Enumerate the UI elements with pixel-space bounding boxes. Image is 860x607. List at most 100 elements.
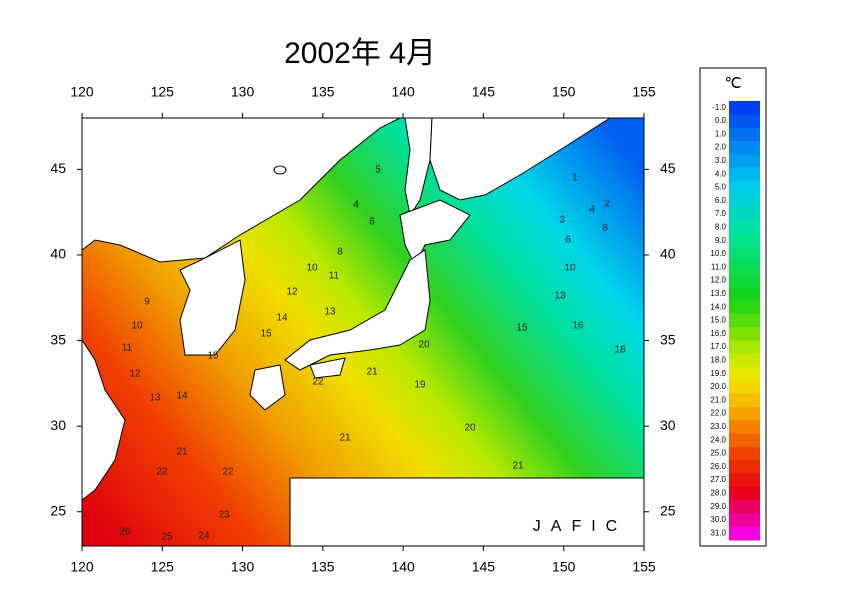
colorbar-label: 27.0 xyxy=(710,475,726,484)
colorbar-label: 21.0 xyxy=(710,395,726,404)
contour-label: 21 xyxy=(366,367,378,378)
colorbar-label: 12.0 xyxy=(710,276,726,285)
x-tick-label: 155 xyxy=(632,559,656,575)
colorbar-swatch xyxy=(729,101,760,115)
colorbar-label: 20.0 xyxy=(710,382,726,391)
colorbar-swatch xyxy=(729,446,760,461)
x-tick-label: 150 xyxy=(552,559,576,575)
colorbar-label: 9.0 xyxy=(715,236,727,245)
x-tick-label: 145 xyxy=(472,559,496,575)
colorbar-label: 30.0 xyxy=(710,515,726,524)
contour-label: 4 xyxy=(353,200,359,211)
colorbar-swatch xyxy=(729,220,760,235)
y-tick-label: 30 xyxy=(50,417,66,433)
y-tick-label: 25 xyxy=(50,502,66,518)
x-tick-label: 125 xyxy=(151,559,175,575)
korea xyxy=(179,239,246,356)
colorbar-label: 15.0 xyxy=(710,316,726,325)
x-tick-label: 130 xyxy=(231,84,255,100)
credit-box xyxy=(289,477,645,547)
x-tick-label: 145 xyxy=(472,84,496,100)
colorbar-swatch xyxy=(729,180,760,195)
colorbar-swatch xyxy=(729,420,760,435)
contour-label: 24 xyxy=(198,531,210,542)
credit: JAFIC xyxy=(533,518,627,535)
colorbar-label: 24.0 xyxy=(710,435,726,444)
colorbar-label: 14.0 xyxy=(710,302,726,311)
map-area: JAFIC xyxy=(81,117,645,547)
contour-label: 23 xyxy=(218,510,230,521)
colorbar-swatch xyxy=(729,486,760,501)
contour-label: 21 xyxy=(339,433,351,444)
x-tick-label: 140 xyxy=(391,84,415,100)
colorbar-label: 22.0 xyxy=(710,409,726,418)
contour-label: 8 xyxy=(602,223,608,234)
colorbar-swatch xyxy=(729,526,760,541)
x-tick-label: 120 xyxy=(70,84,94,100)
contour-label: 10 xyxy=(564,263,576,274)
colorbar-label: 16.0 xyxy=(710,329,726,338)
contour-label: 11 xyxy=(329,271,340,282)
colorbar-swatch xyxy=(729,194,760,208)
contour-label: 12 xyxy=(286,287,298,298)
colorbar-label: 3.0 xyxy=(715,156,727,165)
y-tick-label: 30 xyxy=(660,417,676,433)
colorbar-label: 28.0 xyxy=(710,489,726,498)
colorbar-swatch xyxy=(729,393,760,408)
contour-label: 11 xyxy=(122,343,133,354)
x-tick-label: 135 xyxy=(311,84,335,100)
colorbar-label: 18.0 xyxy=(710,356,726,365)
colorbar-label: 11.0 xyxy=(711,262,727,271)
colorbar-label: 1.0 xyxy=(715,129,727,138)
colorbar-swatch xyxy=(729,234,760,248)
colorbar-swatch xyxy=(729,460,760,474)
x-tick-label: 125 xyxy=(151,84,175,100)
continent xyxy=(81,117,401,263)
island xyxy=(273,165,287,175)
contour-label: 20 xyxy=(464,423,476,434)
colorbar-label: 26.0 xyxy=(710,462,726,471)
colorbar-swatch xyxy=(729,380,760,395)
china-coast xyxy=(81,338,126,502)
colorbar-label: 23.0 xyxy=(710,422,726,431)
colorbar-swatch xyxy=(729,313,760,328)
contour-label: 15 xyxy=(260,329,272,340)
contour-label: 16 xyxy=(572,321,584,332)
colorbar-label: 31.0 xyxy=(710,528,726,537)
contour-label: 9 xyxy=(144,297,150,308)
colorbar-label: 19.0 xyxy=(710,369,726,378)
x-tick-label: 135 xyxy=(311,559,335,575)
colorbar-swatch xyxy=(729,513,760,528)
contour-label: 22 xyxy=(156,467,168,478)
contour-label: 4 xyxy=(589,205,595,216)
colorbar-swatch xyxy=(729,500,760,514)
contour-label: 19 xyxy=(414,380,426,391)
colorbar-label: 5.0 xyxy=(715,183,727,192)
x-tick-label: 120 xyxy=(70,559,94,575)
contour-label: 15 xyxy=(516,323,528,334)
contour-label: 3 xyxy=(559,215,565,226)
contour-label: 8 xyxy=(337,247,343,258)
y-tick-label: 45 xyxy=(50,160,66,176)
colorbar-label: 0.0 xyxy=(715,116,727,125)
colorbar-swatch xyxy=(729,287,760,302)
colorbar-swatch xyxy=(729,260,760,275)
colorbar-swatch xyxy=(729,340,760,355)
contour-label: 14 xyxy=(276,313,288,324)
contour-label: 2 xyxy=(604,199,610,210)
colorbar-swatch xyxy=(729,207,760,222)
colorbar-swatch xyxy=(729,154,760,169)
shikoku xyxy=(309,357,346,379)
colorbar-swatch xyxy=(729,300,760,315)
colorbar-swatch xyxy=(729,247,760,262)
colorbar-label: 29.0 xyxy=(710,502,726,511)
y-tick-label: 35 xyxy=(660,331,676,347)
colorbar-unit: ℃ xyxy=(725,75,742,92)
colorbar-swatch xyxy=(729,473,760,488)
colorbar-swatch xyxy=(729,127,760,142)
hokkaido xyxy=(399,199,471,267)
contour-label: 10 xyxy=(306,263,318,274)
colorbar-swatch xyxy=(729,353,760,368)
colorbar-label: 13.0 xyxy=(710,289,726,298)
contour-label: 6 xyxy=(369,217,375,228)
